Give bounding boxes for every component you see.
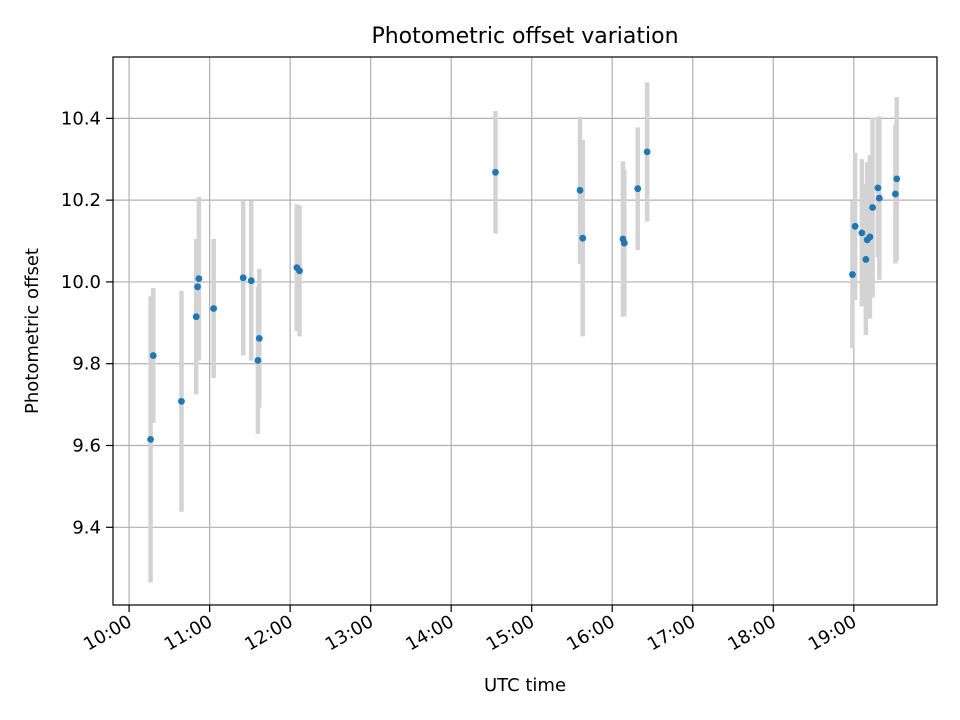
data-point <box>492 168 499 176</box>
data-point <box>239 274 247 282</box>
data-point <box>849 271 856 278</box>
data-point <box>869 204 876 211</box>
y-tick-label: 10.2 <box>61 190 101 211</box>
data-point <box>247 277 255 285</box>
data-point <box>866 233 874 241</box>
data-point <box>858 229 866 237</box>
data-point <box>576 186 584 194</box>
data-point <box>851 222 859 230</box>
data-point <box>643 148 651 156</box>
data-point <box>620 239 628 247</box>
data-point <box>862 256 870 263</box>
data-point <box>875 194 883 202</box>
data-point <box>634 185 642 193</box>
data-point <box>192 313 200 321</box>
y-tick-label: 9.8 <box>72 354 101 375</box>
grid-lines <box>113 57 937 605</box>
data-point <box>194 283 201 291</box>
data-point <box>891 190 899 198</box>
data-points <box>147 148 901 443</box>
y-tick-label: 10.4 <box>61 108 101 129</box>
data-point <box>147 435 154 443</box>
y-axis-label: Photometric offset <box>22 248 43 414</box>
y-tick-label: 10.0 <box>61 272 101 293</box>
data-point <box>893 175 901 183</box>
data-point <box>195 275 203 283</box>
x-axis-label: UTC time <box>484 675 566 696</box>
y-tick-label: 9.4 <box>72 517 101 538</box>
data-point <box>254 357 262 364</box>
data-point <box>874 184 882 192</box>
plot-frame <box>112 56 938 606</box>
y-axis-ticks: 9.4 9.6 9.8 10.0 10.2 10.4 <box>61 108 113 538</box>
data-point <box>210 305 218 312</box>
data-point <box>149 352 157 359</box>
data-point <box>579 234 587 242</box>
data-point <box>178 397 185 405</box>
x-axis-ticks: 10:00 11:00 12:00 13:00 14:00 15:00 16:00 17:00… <box>80 605 860 655</box>
data-point <box>296 267 303 275</box>
chart-title: Photometric offset variation <box>371 24 678 49</box>
data-point <box>255 334 263 342</box>
y-tick-label: 9.6 <box>72 436 101 457</box>
